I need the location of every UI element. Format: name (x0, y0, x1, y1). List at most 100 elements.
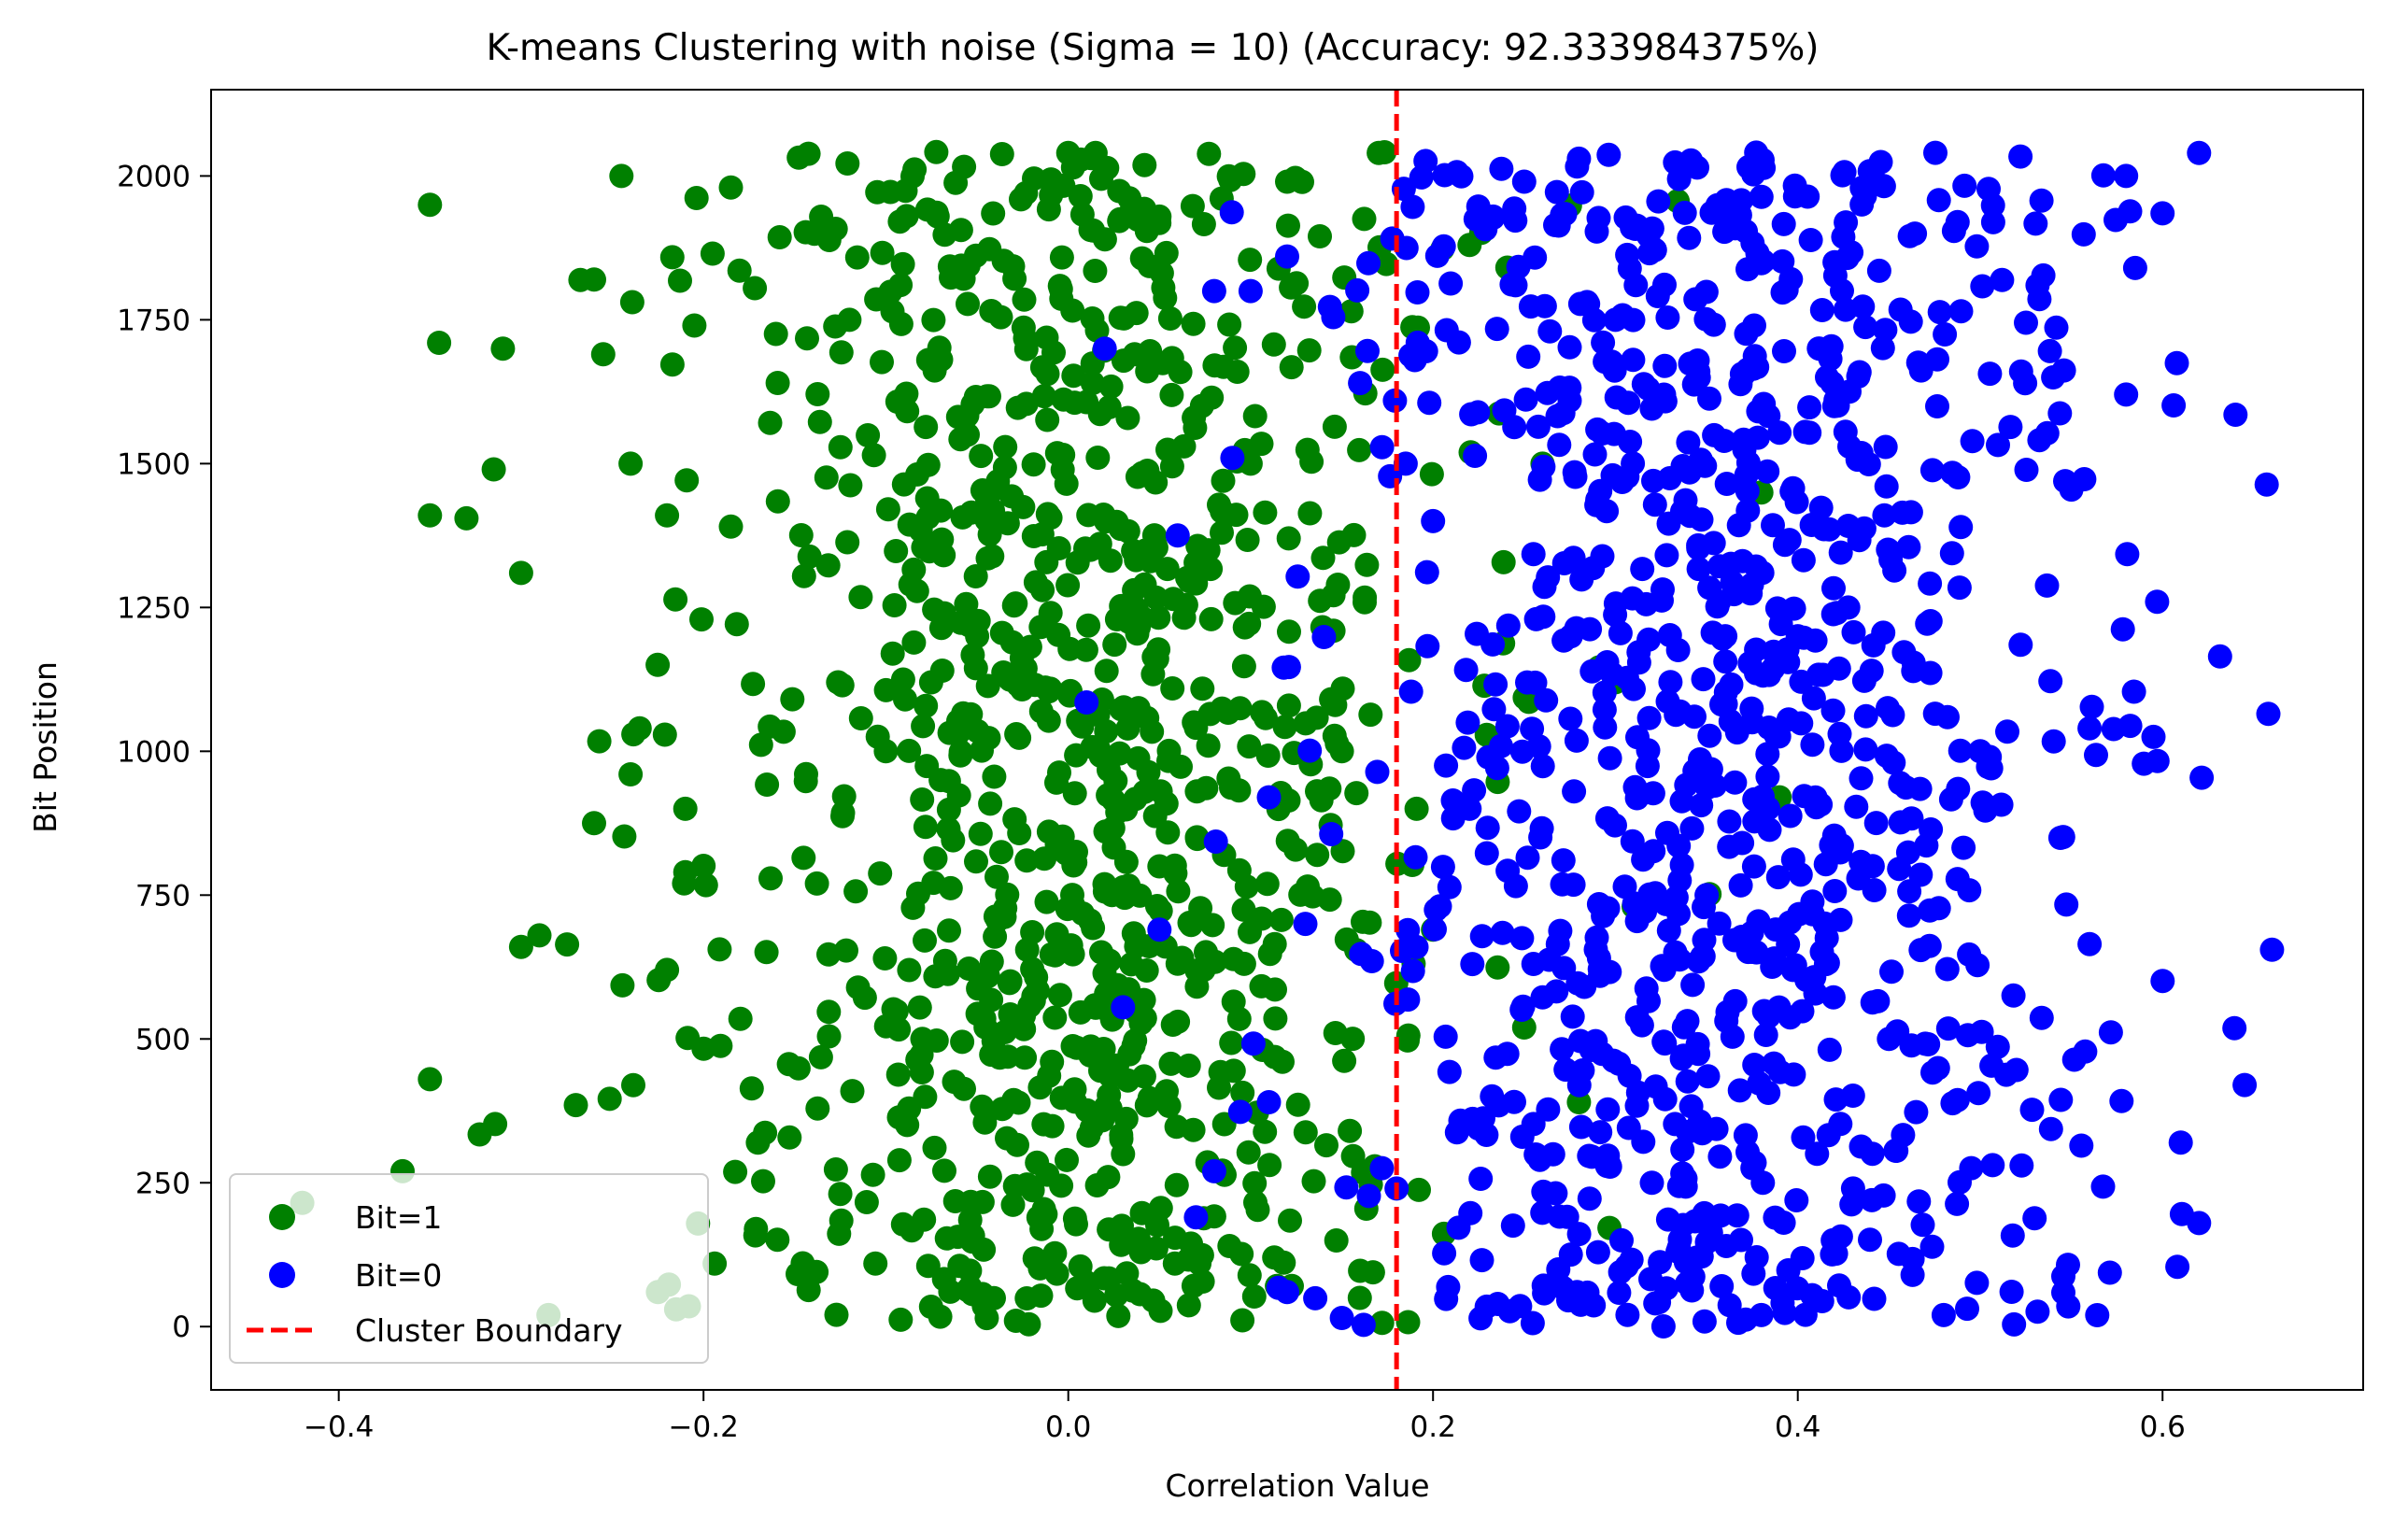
data-point-bit1 (968, 821, 993, 846)
data-point-bit1 (1235, 528, 1260, 552)
data-point-bit0 (1525, 414, 1551, 439)
data-point-bit0 (1835, 514, 1861, 538)
data-point-bit1 (1352, 206, 1377, 232)
y-axis-label: Bit Position (27, 661, 64, 833)
data-point-bit1 (1040, 1049, 1065, 1074)
data-point-bit0 (1945, 1191, 1970, 1216)
data-point-bit0 (1833, 297, 1858, 322)
data-point-bit0 (1746, 399, 1771, 424)
data-point-bit1 (1279, 275, 1304, 300)
data-point-bit1 (1136, 759, 1161, 785)
data-point-bit0 (1645, 284, 1670, 308)
data-point-bit1 (1057, 636, 1083, 661)
data-point-bit0 (1768, 612, 1793, 637)
data-point-bit1 (1354, 552, 1380, 577)
data-point-bit1 (966, 976, 991, 1001)
data-point-bit0 (1709, 692, 1734, 717)
data-point-bit0 (1355, 338, 1380, 363)
data-point-bit1 (979, 299, 1004, 323)
data-point-bit1 (1042, 1240, 1068, 1266)
data-point-bit1 (1027, 1255, 1053, 1281)
data-point-bit1 (763, 321, 788, 347)
data-point-bit0 (1599, 349, 1624, 375)
data-point-bit0 (1863, 811, 1889, 836)
data-point-bit1 (621, 722, 646, 747)
data-point-bit1 (844, 245, 870, 270)
data-point-bit1 (1491, 549, 1516, 574)
data-point-bit1 (1117, 1041, 1142, 1067)
data-point-bit1 (901, 630, 927, 655)
data-point-bit0 (1562, 779, 1587, 804)
data-point-bit1 (942, 1189, 968, 1213)
data-point-bit1 (998, 969, 1023, 994)
data-point-bit1 (1395, 1310, 1421, 1335)
data-point-bit1 (1119, 952, 1144, 977)
legend-label-bit1: Bit=1 (355, 1199, 442, 1236)
data-point-bit1 (915, 504, 941, 530)
data-point-bit1 (1061, 363, 1086, 389)
data-point-bit1 (964, 849, 988, 874)
data-point-bit1 (1198, 606, 1224, 631)
data-point-bit1 (1268, 907, 1294, 932)
data-point-bit0 (1579, 1038, 1604, 1062)
data-point-bit1 (1217, 1234, 1242, 1258)
data-point-bit0 (1561, 545, 1586, 571)
data-point-bit1 (1132, 572, 1157, 597)
data-point-bit0 (1797, 395, 1822, 420)
data-point-bit1 (668, 268, 692, 293)
data-point-bit1 (956, 253, 981, 278)
data-point-bit1 (899, 1218, 925, 1243)
data-point-bit0 (1806, 662, 1831, 687)
data-point-bit1 (1083, 259, 1108, 283)
data-point-bit0 (1776, 1258, 1801, 1282)
data-point-bit0 (1776, 707, 1801, 732)
data-point-bit1 (1217, 312, 1242, 337)
data-point-bit1 (1395, 1023, 1421, 1048)
data-point-bit0 (2150, 969, 2175, 994)
data-point-bit0 (1776, 649, 1801, 674)
legend-label-bit0: Bit=0 (355, 1257, 442, 1294)
data-point-bit0 (1483, 1045, 1509, 1070)
data-point-bit1 (1184, 825, 1210, 850)
data-point-bit0 (1609, 1227, 1634, 1253)
data-point-bit1 (960, 391, 985, 417)
data-point-bit1 (914, 693, 939, 718)
data-point-bit1 (1011, 315, 1036, 340)
data-point-bit0 (2019, 1098, 2045, 1123)
data-point-bit0 (1509, 1125, 1535, 1149)
data-point-bit0 (1238, 278, 1263, 304)
data-point-bit1 (1064, 1211, 1088, 1237)
data-point-bit1 (1511, 1015, 1537, 1040)
data-point-bit1 (587, 729, 612, 754)
data-point-bit1 (490, 336, 516, 361)
data-point-bit0 (1744, 660, 1768, 686)
data-point-bit1 (508, 560, 533, 586)
data-point-bit0 (1577, 1186, 1602, 1211)
data-point-bit0 (2008, 359, 2033, 384)
data-point-bit1 (1012, 287, 1037, 312)
data-point-bit1 (1158, 1051, 1183, 1076)
data-point-bit0 (1650, 588, 1674, 613)
data-point-bit0 (1595, 896, 1621, 921)
data-point-bit1 (913, 928, 937, 953)
data-point-bit0 (1584, 925, 1609, 950)
data-point-bit0 (1860, 1141, 1885, 1167)
data-point-bit0 (1293, 912, 1318, 937)
data-point-bit1 (1308, 224, 1332, 248)
data-point-bit1 (1113, 849, 1139, 874)
data-point-bit1 (884, 539, 909, 563)
data-point-bit1 (748, 732, 773, 758)
data-point-bit0 (1946, 465, 1971, 489)
data-point-bit1 (1029, 522, 1055, 546)
data-point-bit0 (1532, 293, 1557, 319)
x-tick-label: 0.4 (1775, 1410, 1820, 1444)
data-point-bit1 (1347, 1285, 1372, 1310)
data-point-bit0 (1651, 382, 1677, 407)
data-point-bit0 (1147, 917, 1172, 942)
data-point-bit0 (1692, 928, 1717, 953)
data-point-bit1 (938, 875, 963, 900)
data-point-bit0 (1590, 544, 1615, 569)
y-tick-label: 1500 (117, 447, 191, 481)
data-point-bit1 (723, 1159, 748, 1184)
data-point-bit1 (1132, 1006, 1157, 1031)
